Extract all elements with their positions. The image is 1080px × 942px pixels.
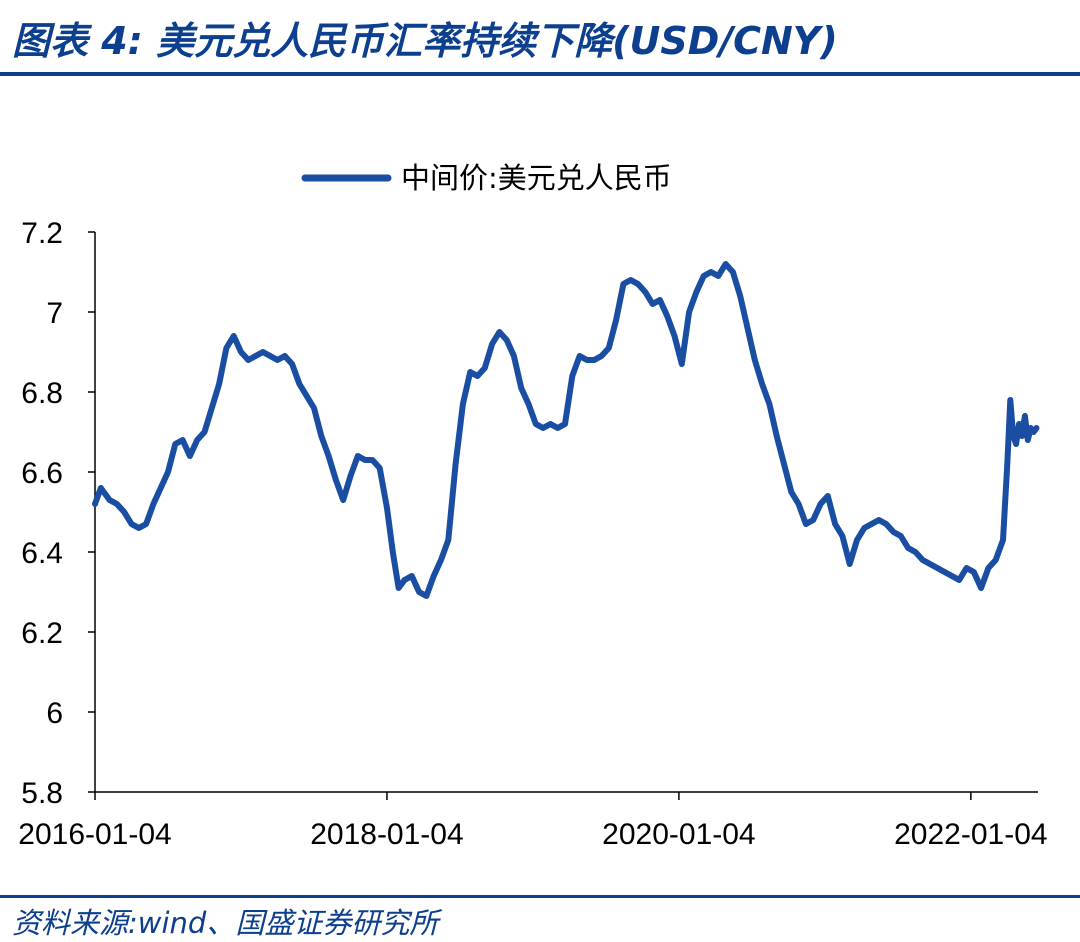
footer-divider <box>0 895 1080 898</box>
x-tick-label: 2016-01-04 <box>18 818 171 851</box>
figure-header: 图表 4: 美元兑人民币汇率持续下降(USD/CNY) <box>0 0 1080 76</box>
header-divider <box>0 72 1080 76</box>
y-tick-label: 6 <box>46 697 63 730</box>
x-tick-label: 2018-01-04 <box>310 818 463 851</box>
y-tick-label: 6.6 <box>21 457 63 490</box>
figure-title: 图表 4: 美元兑人民币汇率持续下降(USD/CNY) <box>12 19 838 63</box>
series-line-0 <box>92 261 1040 599</box>
source-note: 资料来源:wind、国盛证券研究所 <box>12 906 439 940</box>
y-tick-label: 5.8 <box>21 777 63 810</box>
y-tick-label: 6.8 <box>21 377 63 410</box>
y-tick-label: 7 <box>46 297 63 330</box>
y-tick-label: 7.2 <box>21 217 63 250</box>
line-chart: 5.8 6 6.2 6.4 6.6 6.8 7 7.2 2016-01-04 2018-01-04… <box>18 161 1047 851</box>
y-tick-label: 6.4 <box>21 537 63 570</box>
legend-label: 中间价:美元兑人民币 <box>401 161 672 195</box>
x-tick-label: 2020-01-04 <box>602 818 755 851</box>
x-tick-label: 2022-01-04 <box>894 818 1047 851</box>
y-tick-label: 6.2 <box>21 617 63 650</box>
